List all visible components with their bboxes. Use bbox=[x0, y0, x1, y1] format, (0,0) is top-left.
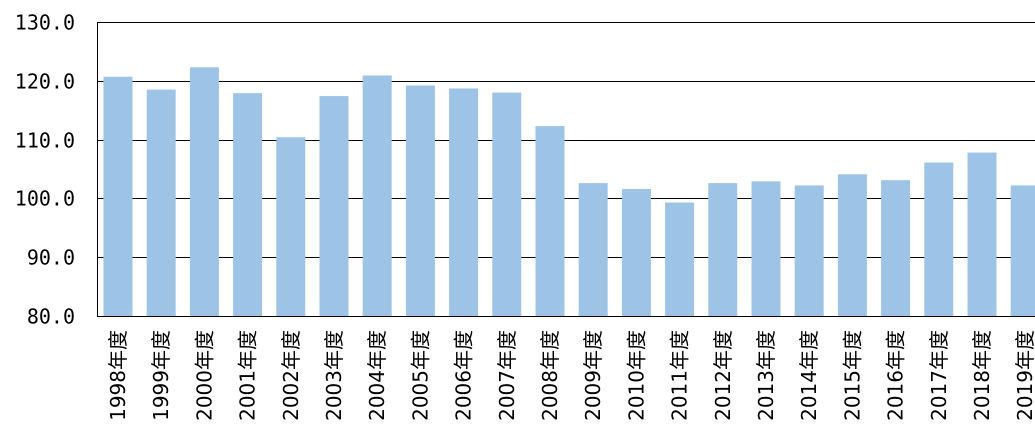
y-tick-label: 90.0 bbox=[27, 246, 75, 270]
x-category-label: 2016年度 bbox=[884, 330, 908, 421]
bar-2005年度 bbox=[405, 85, 435, 316]
bar-2018年度 bbox=[967, 152, 997, 316]
x-category-label: 2013年度 bbox=[754, 330, 778, 421]
x-category-label: 1999年度 bbox=[149, 330, 173, 421]
bar-1999年度 bbox=[146, 89, 176, 317]
x-category-label: 2003年度 bbox=[322, 330, 346, 421]
x-category-label: 2008年度 bbox=[538, 330, 562, 421]
bar-2001年度 bbox=[233, 93, 263, 316]
bar-1998年度 bbox=[103, 76, 133, 317]
bar-2002年度 bbox=[276, 137, 306, 316]
bar-2014年度 bbox=[794, 185, 824, 316]
bar-2000年度 bbox=[189, 67, 219, 316]
y-tick-label: 130.0 bbox=[15, 11, 75, 35]
x-category-label: 2006年度 bbox=[452, 330, 476, 421]
x-category-labels: 1998年度 1999年度 2000年度 2001年度 2002年度 2003年度 2004… bbox=[106, 330, 1035, 421]
bar-2006年度 bbox=[449, 88, 479, 316]
bar-2004年度 bbox=[362, 75, 392, 317]
bar-2016年度 bbox=[881, 180, 911, 316]
x-category-label: 2019年度 bbox=[1013, 330, 1035, 421]
bar-2007年度 bbox=[492, 92, 522, 316]
x-category-label: 2004年度 bbox=[365, 330, 389, 421]
x-category-label: 2002年度 bbox=[279, 330, 303, 421]
x-category-label: 2017年度 bbox=[927, 330, 951, 421]
x-category-label: 2007年度 bbox=[495, 330, 519, 421]
bar-2015年度 bbox=[837, 174, 867, 316]
x-category-label: 2018年度 bbox=[970, 330, 994, 421]
x-category-label: 2001年度 bbox=[236, 330, 260, 421]
bar-2012年度 bbox=[708, 183, 738, 316]
bar-2009年度 bbox=[578, 183, 608, 316]
y-tick-label: 80.0 bbox=[27, 305, 75, 329]
bar-2013年度 bbox=[751, 181, 781, 316]
x-category-label: 2015年度 bbox=[840, 330, 864, 421]
x-category-label: 2005年度 bbox=[408, 330, 432, 421]
x-category-label: 2011年度 bbox=[668, 330, 692, 421]
bar-2011年度 bbox=[665, 202, 695, 316]
x-category-label: 2012年度 bbox=[711, 330, 735, 421]
bar-2010年度 bbox=[621, 188, 651, 316]
y-tick-label: 120.0 bbox=[15, 70, 75, 94]
x-category-label: 1998年度 bbox=[106, 330, 130, 421]
y-tick-label: 100.0 bbox=[15, 187, 75, 211]
bars bbox=[103, 67, 1035, 317]
bar-2019年度 bbox=[1010, 185, 1035, 316]
y-tick-labels: 80.0 90.0 100.0 110.0 120.0 130.0 bbox=[15, 11, 75, 329]
bar-2003年度 bbox=[319, 96, 349, 316]
bar-2008年度 bbox=[535, 126, 565, 317]
bar-2017年度 bbox=[924, 162, 954, 316]
y-tick-label: 110.0 bbox=[15, 129, 75, 153]
x-category-label: 2014年度 bbox=[797, 330, 821, 421]
x-category-label: 2010年度 bbox=[624, 330, 648, 421]
x-category-label: 2000年度 bbox=[192, 330, 216, 421]
x-category-label: 2009年度 bbox=[581, 330, 605, 421]
